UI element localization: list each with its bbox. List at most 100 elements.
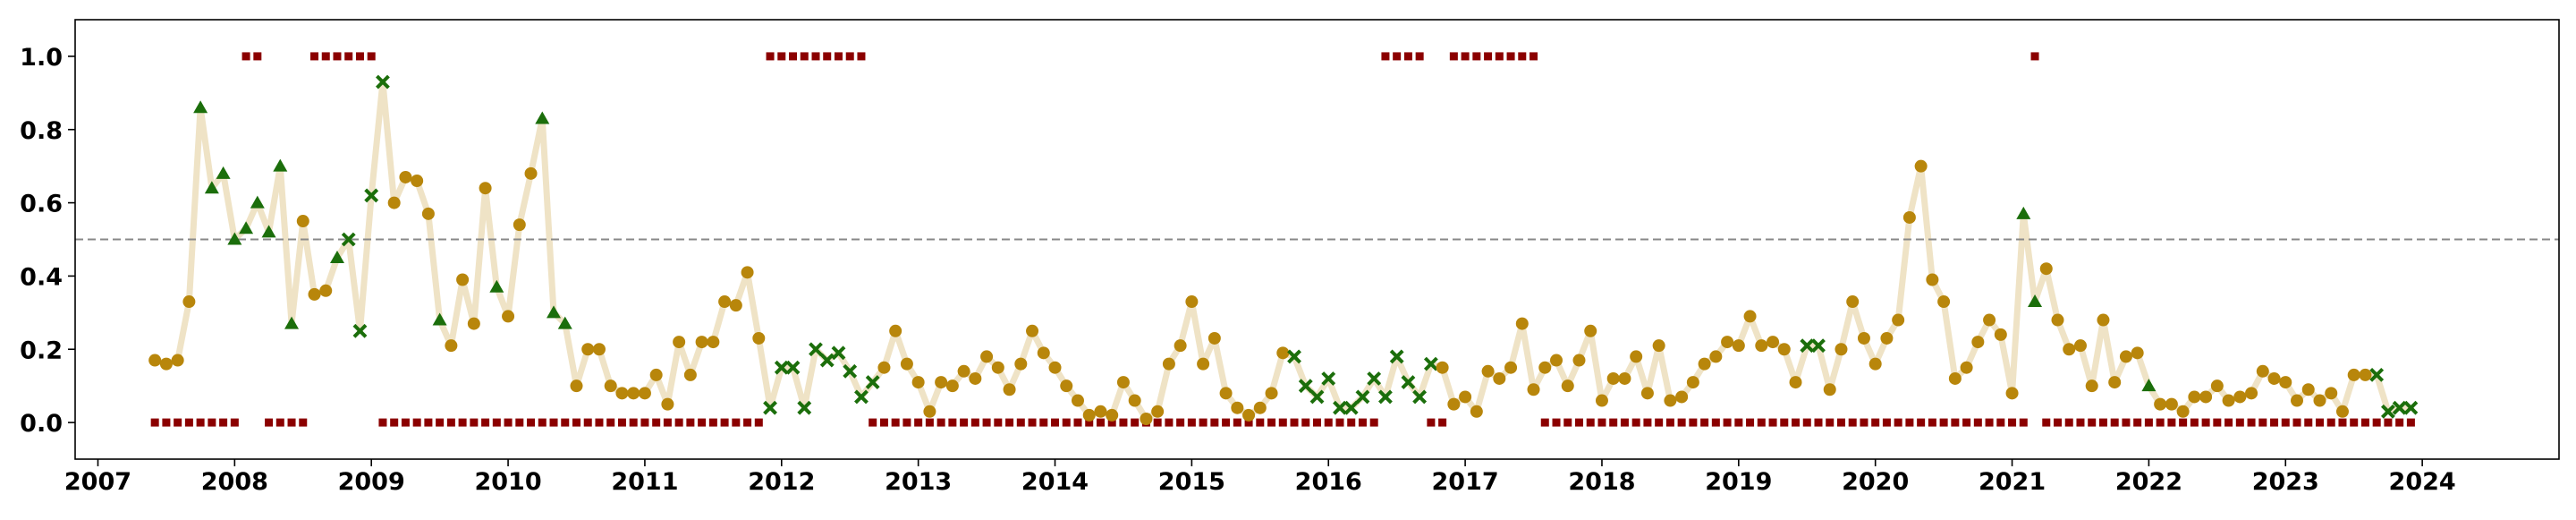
regime-marker xyxy=(1358,418,1367,427)
regime-marker xyxy=(1985,418,1994,427)
regime-marker xyxy=(982,418,991,427)
regime-marker xyxy=(834,52,843,61)
regime-marker xyxy=(1700,418,1709,427)
data-point xyxy=(1550,354,1563,367)
data-point xyxy=(159,357,173,371)
data-point xyxy=(1892,313,1905,327)
x-tick-label: 2014 xyxy=(1021,468,1089,496)
data-point xyxy=(2199,390,2213,404)
regime-marker xyxy=(652,418,661,427)
regime-marker xyxy=(1176,418,1185,427)
data-point xyxy=(1880,331,1894,345)
data-point xyxy=(399,170,412,183)
x-tick-label: 2008 xyxy=(201,468,268,496)
data-point xyxy=(673,336,686,349)
data-point xyxy=(1561,379,1574,393)
regime-marker xyxy=(527,418,536,427)
regime-marker xyxy=(1802,418,1811,427)
regime-marker xyxy=(310,52,319,61)
y-tick-label: 0.4 xyxy=(20,263,63,291)
regime-marker xyxy=(800,52,809,61)
regime-marker xyxy=(674,418,683,427)
data-point xyxy=(649,368,663,381)
data-point xyxy=(1835,343,1848,356)
regime-marker xyxy=(287,418,296,427)
data-point xyxy=(752,331,766,345)
data-point xyxy=(1014,357,1028,371)
x-tick-label: 2023 xyxy=(2252,468,2319,496)
data-point xyxy=(1572,354,1586,367)
data-point xyxy=(411,175,424,188)
regime-marker xyxy=(1530,52,1538,61)
regime-marker xyxy=(1233,418,1241,427)
regime-marker xyxy=(1814,418,1823,427)
regime-marker xyxy=(1665,418,1674,427)
regime-marker xyxy=(720,418,729,427)
regime-marker xyxy=(1973,418,1982,427)
data-point xyxy=(1094,405,1107,418)
x-tick-label: 2024 xyxy=(2389,468,2456,496)
regime-marker xyxy=(333,52,342,61)
regime-marker xyxy=(2406,418,2415,427)
regime-marker xyxy=(1757,418,1766,427)
data-point xyxy=(1960,361,1973,374)
regime-marker xyxy=(743,418,752,427)
data-point xyxy=(570,379,583,393)
data-point xyxy=(171,354,184,367)
x-tick-label: 2007 xyxy=(64,468,131,496)
regime-marker xyxy=(1073,418,1082,427)
data-point xyxy=(445,339,458,353)
regime-marker xyxy=(1780,418,1789,427)
data-point-low xyxy=(1287,349,1301,364)
data-point-high xyxy=(193,100,208,114)
data-point-low xyxy=(376,74,390,90)
data-point xyxy=(1926,273,1939,286)
data-point xyxy=(615,387,629,400)
data-point-low xyxy=(1800,338,1815,354)
regime-marker xyxy=(1415,52,1424,61)
data-point xyxy=(2188,390,2201,404)
data-point-low xyxy=(819,353,835,368)
data-point-low xyxy=(843,363,858,379)
plot-frame xyxy=(74,19,2560,460)
regime-marker xyxy=(321,52,330,61)
regime-marker xyxy=(219,418,228,427)
data-point-low xyxy=(1298,379,1313,394)
data-point xyxy=(1732,339,1745,353)
data-point xyxy=(1003,383,1016,396)
data-point xyxy=(1664,394,1677,407)
regime-marker xyxy=(275,418,284,427)
regime-marker xyxy=(1882,418,1891,427)
data-point xyxy=(2301,383,2315,396)
regime-marker xyxy=(1461,52,1470,61)
data-point xyxy=(923,405,936,418)
regime-marker xyxy=(595,418,604,427)
data-point xyxy=(1755,339,1768,353)
regime-marker xyxy=(766,52,775,61)
data-point-low xyxy=(865,375,880,389)
data-point xyxy=(2051,313,2064,327)
regime-marker xyxy=(2201,418,2210,427)
y-tick-label: 0.2 xyxy=(20,337,63,364)
regime-marker xyxy=(1028,418,1037,427)
regime-marker xyxy=(2133,418,2142,427)
data-point xyxy=(1048,361,1062,374)
regime-marker xyxy=(811,52,820,61)
data-point xyxy=(718,295,732,309)
regime-marker xyxy=(857,52,866,61)
data-point xyxy=(1515,317,1529,330)
regime-marker xyxy=(1928,418,1936,427)
regime-marker xyxy=(1096,418,1105,427)
regime-marker xyxy=(1107,418,1116,427)
x-tick-label: 2010 xyxy=(474,468,541,496)
regime-marker xyxy=(2190,418,2199,427)
data-point-low xyxy=(2369,367,2385,382)
regime-marker xyxy=(2008,418,2017,427)
regime-marker xyxy=(2395,418,2404,427)
data-point-low xyxy=(785,360,801,375)
regime-marker xyxy=(2098,418,2107,427)
regime-marker xyxy=(208,418,216,427)
regime-marker xyxy=(1905,418,1914,427)
data-point xyxy=(2005,387,2019,400)
data-point xyxy=(627,387,640,400)
